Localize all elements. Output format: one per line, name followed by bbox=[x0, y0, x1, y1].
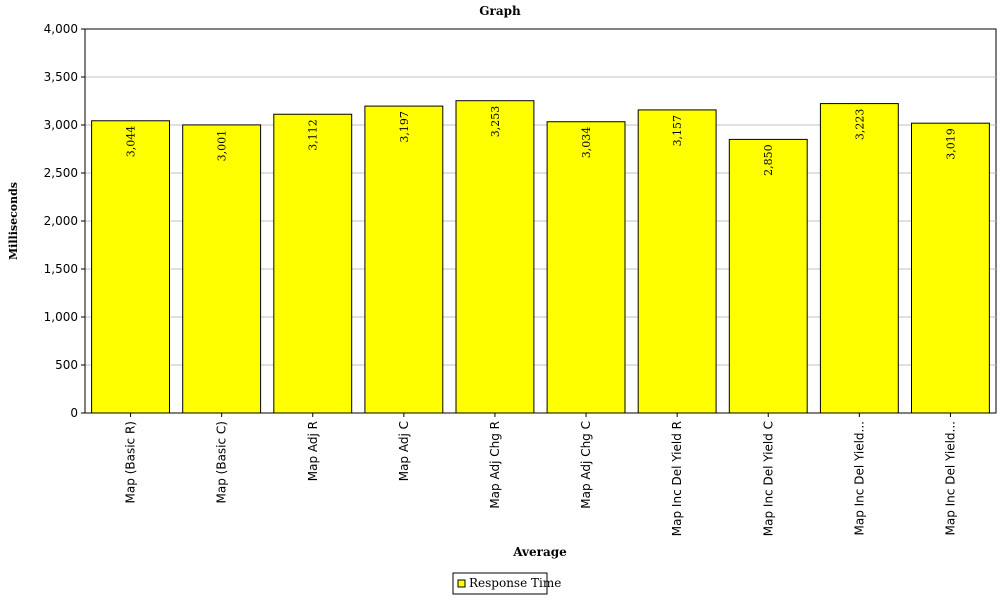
x-axis-label: Average bbox=[512, 545, 567, 559]
x-tick-label: Map (Basic C) bbox=[215, 421, 229, 503]
x-tick-label: Map (Basic R) bbox=[124, 421, 138, 503]
bar bbox=[91, 120, 170, 414]
x-tick-label: Map Inc Del Yield R bbox=[670, 421, 684, 536]
bar bbox=[364, 105, 444, 414]
y-tick-label: 1,500 bbox=[44, 262, 78, 276]
x-tick-label: Map Adj R bbox=[306, 421, 320, 481]
y-tick-label: 2,500 bbox=[44, 166, 78, 180]
bars: 3,044 3,001 3,112 3,197 3,253 3,034 3,157 2,850… bbox=[91, 100, 990, 414]
y-axis-ticks: 0 500 1,000 1,500 2,000 2,500 3,000 3,500 4,000 bbox=[44, 22, 86, 420]
bar-value-label: 3,223 bbox=[853, 109, 866, 141]
bar bbox=[819, 103, 899, 414]
bar bbox=[182, 124, 262, 414]
x-tick-label: Map Adj Chg R bbox=[488, 421, 502, 509]
bar bbox=[273, 113, 353, 414]
bar bbox=[546, 121, 626, 414]
bar-value-label: 3,001 bbox=[216, 130, 229, 162]
bar-value-label: 2,850 bbox=[762, 144, 775, 176]
bar bbox=[911, 122, 990, 414]
bar-value-label: 3,157 bbox=[671, 115, 684, 147]
chart-title: Graph bbox=[479, 4, 521, 18]
bar-value-label: 3,044 bbox=[125, 126, 138, 158]
bar bbox=[455, 100, 535, 414]
y-axis-label: Milliseconds bbox=[7, 182, 20, 260]
bar-value-label: 3,034 bbox=[580, 127, 593, 158]
bar bbox=[728, 138, 808, 414]
x-tick-label: Map Inc Del Yield... bbox=[852, 421, 866, 535]
x-axis-ticks: Map (Basic R) Map (Basic C) Map Adj R Map A… bbox=[124, 413, 957, 536]
bar-value-label: 3,112 bbox=[307, 119, 320, 151]
y-tick-label: 3,000 bbox=[44, 118, 78, 132]
y-tick-label: 3,500 bbox=[44, 70, 78, 84]
legend-label: Response Time bbox=[469, 576, 561, 590]
x-tick-label: Map Inc Del Yield C bbox=[761, 421, 775, 536]
bar-value-label: 3,197 bbox=[398, 111, 411, 143]
bar-value-label: 3,019 bbox=[944, 128, 957, 160]
y-tick-label: 2,000 bbox=[44, 214, 78, 228]
legend: Response Time bbox=[452, 572, 561, 595]
x-tick-label: Map Inc Del Yield... bbox=[943, 421, 957, 535]
legend-box bbox=[452, 572, 548, 595]
bar-value-label: 3,253 bbox=[489, 106, 502, 138]
y-tick-label: 4,000 bbox=[44, 22, 78, 36]
x-tick-label: Map Adj C bbox=[397, 421, 411, 481]
bar bbox=[637, 109, 717, 414]
y-tick-label: 1,000 bbox=[44, 310, 78, 324]
legend-swatch bbox=[457, 579, 466, 588]
y-tick-label: 500 bbox=[55, 358, 78, 372]
x-tick-label: Map Adj Chg C bbox=[579, 421, 593, 509]
y-tick-label: 0 bbox=[70, 406, 78, 420]
